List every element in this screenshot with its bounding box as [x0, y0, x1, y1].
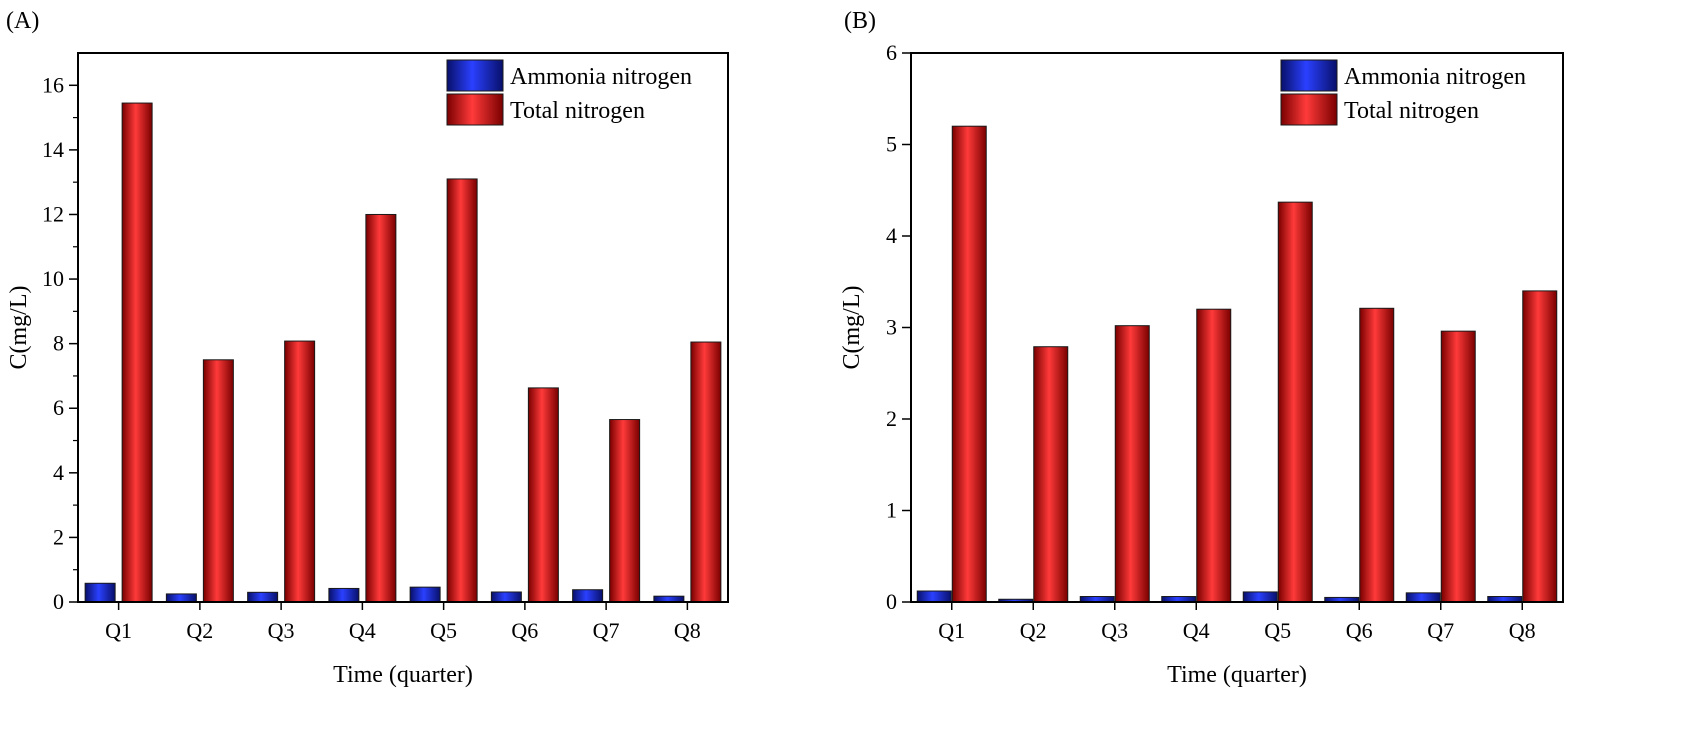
chart-a-bar-ammonia-q6: [490, 591, 522, 603]
chart-a-xtick-label: Q6: [511, 618, 538, 643]
chart-a-ytick-label: 14: [42, 137, 64, 162]
chart-a-bar-total-q8: [690, 341, 722, 603]
chart-b-legend-swatch-ammonia: [1280, 59, 1338, 92]
chart-a-xtick-label: Q7: [593, 618, 620, 643]
chart-b-bar-total-q8: [1522, 290, 1558, 603]
chart-a-legend-swatch-total: [446, 93, 504, 126]
chart-a-x-axis-label: Time (quarter): [333, 662, 473, 688]
chart-b-ytick-label: 3: [886, 315, 897, 340]
chart-a-xtick-label: Q4: [349, 618, 376, 643]
chart-a-bar-total-q5: [446, 178, 478, 603]
chart-a-ytick-label: 10: [42, 266, 64, 291]
chart-b-y-axis-label: C(mg/L): [839, 286, 865, 370]
chart-b-bar-total-q7: [1440, 330, 1476, 603]
chart-b-bar-total-q3: [1114, 325, 1150, 603]
chart-a-ytick-label: 0: [53, 589, 64, 614]
chart-a-bar-ammonia-q3: [247, 591, 279, 603]
chart-a-bar-ammonia-q1: [84, 582, 116, 603]
chart-b-xtick-label: Q5: [1264, 618, 1291, 643]
chart-b: Q1 Q2 Q3 Q4 Q5 Q6 Q7 Q8 0 1 2 3 4 5 6 Time (quarter) C(m…: [839, 40, 1564, 688]
chart-b-xtick-label: Q6: [1346, 618, 1373, 643]
chart-b-bar-total-q4: [1196, 308, 1232, 603]
chart-b-ytick-label: 5: [886, 132, 897, 157]
chart-b-bar-total-q6: [1359, 307, 1395, 603]
chart-a-xtick-label: Q1: [105, 618, 132, 643]
chart-a-xtick-label: Q3: [268, 618, 295, 643]
chart-b-ytick-label: 4: [886, 223, 897, 248]
chart-b-xtick-label: Q7: [1427, 618, 1454, 643]
chart-a-ytick-label: 12: [42, 201, 64, 226]
chart-a-ytick-label: 4: [53, 460, 64, 485]
chart-a-bar-total-q4: [365, 213, 397, 603]
chart-b-bar-ammonia-q1: [916, 590, 952, 603]
panel-a-label: (A): [6, 8, 40, 34]
chart-a-bar-total-q7: [609, 419, 641, 603]
chart-a-ytick-label: 8: [53, 331, 64, 356]
chart-a: Q1 Q2 Q3 Q4 Q5 Q6 Q7 Q8 0 2 4 6 8 10 12 14 16 Time (quart…: [6, 52, 729, 688]
chart-b-xtick-label: Q4: [1183, 618, 1210, 643]
chart-b-bar-ammonia-q7: [1405, 592, 1441, 603]
chart-a-plot-frame: [77, 52, 729, 603]
chart-b-bar-total-q1: [951, 125, 987, 603]
chart-b-xtick-label: Q3: [1101, 618, 1128, 643]
chart-a-xtick-label: Q2: [186, 618, 213, 643]
chart-b-ytick-label: 1: [886, 498, 897, 523]
chart-a-bar-total-q6: [527, 387, 559, 603]
chart-b-legend-label-total: Total nitrogen: [1344, 98, 1479, 124]
chart-a-legend-label-ammonia: Ammonia nitrogen: [510, 64, 692, 90]
panel-b-label: (B): [844, 8, 876, 34]
chart-b-plot-frame: [910, 52, 1564, 603]
chart-a-bar-ammonia-q7: [572, 589, 604, 603]
chart-a-y-axis-label: C(mg/L): [6, 286, 32, 370]
chart-a-ytick-label: 6: [53, 395, 64, 420]
chart-a-bar-ammonia-q4: [328, 587, 360, 603]
chart-b-xtick-label: Q2: [1020, 618, 1047, 643]
chart-b-bar-total-q2: [1033, 346, 1069, 603]
chart-b-xtick-label: Q8: [1509, 618, 1536, 643]
chart-b-xtick-label: Q1: [938, 618, 965, 643]
chart-a-ytick-label: 16: [42, 72, 64, 97]
chart-a-bar-ammonia-q5: [409, 586, 441, 603]
chart-a-legend-swatch-ammonia: [446, 59, 504, 92]
chart-b-ytick-label: 6: [886, 40, 897, 65]
chart-b-bar-ammonia-q5: [1242, 591, 1278, 603]
chart-a-xtick-label: Q5: [430, 618, 457, 643]
chart-b-x-axis-label: Time (quarter): [1167, 662, 1307, 688]
chart-a-ytick-label: 2: [53, 524, 64, 549]
chart-a-bar-total-q3: [284, 340, 316, 603]
chart-b-legend-swatch-total: [1280, 93, 1338, 126]
chart-a-xtick-label: Q8: [674, 618, 701, 643]
chart-a-bar-total-q1: [121, 102, 153, 603]
chart-b-ytick-label: 0: [886, 589, 897, 614]
chart-a-bar-ammonia-q2: [165, 593, 197, 603]
chart-a-legend-label-total: Total nitrogen: [510, 98, 645, 124]
chart-b-legend-label-ammonia: Ammonia nitrogen: [1344, 64, 1526, 90]
chart-b-bar-total-q5: [1277, 201, 1313, 603]
chart-a-bar-total-q2: [202, 359, 234, 603]
chart-b-ytick-label: 2: [886, 406, 897, 431]
